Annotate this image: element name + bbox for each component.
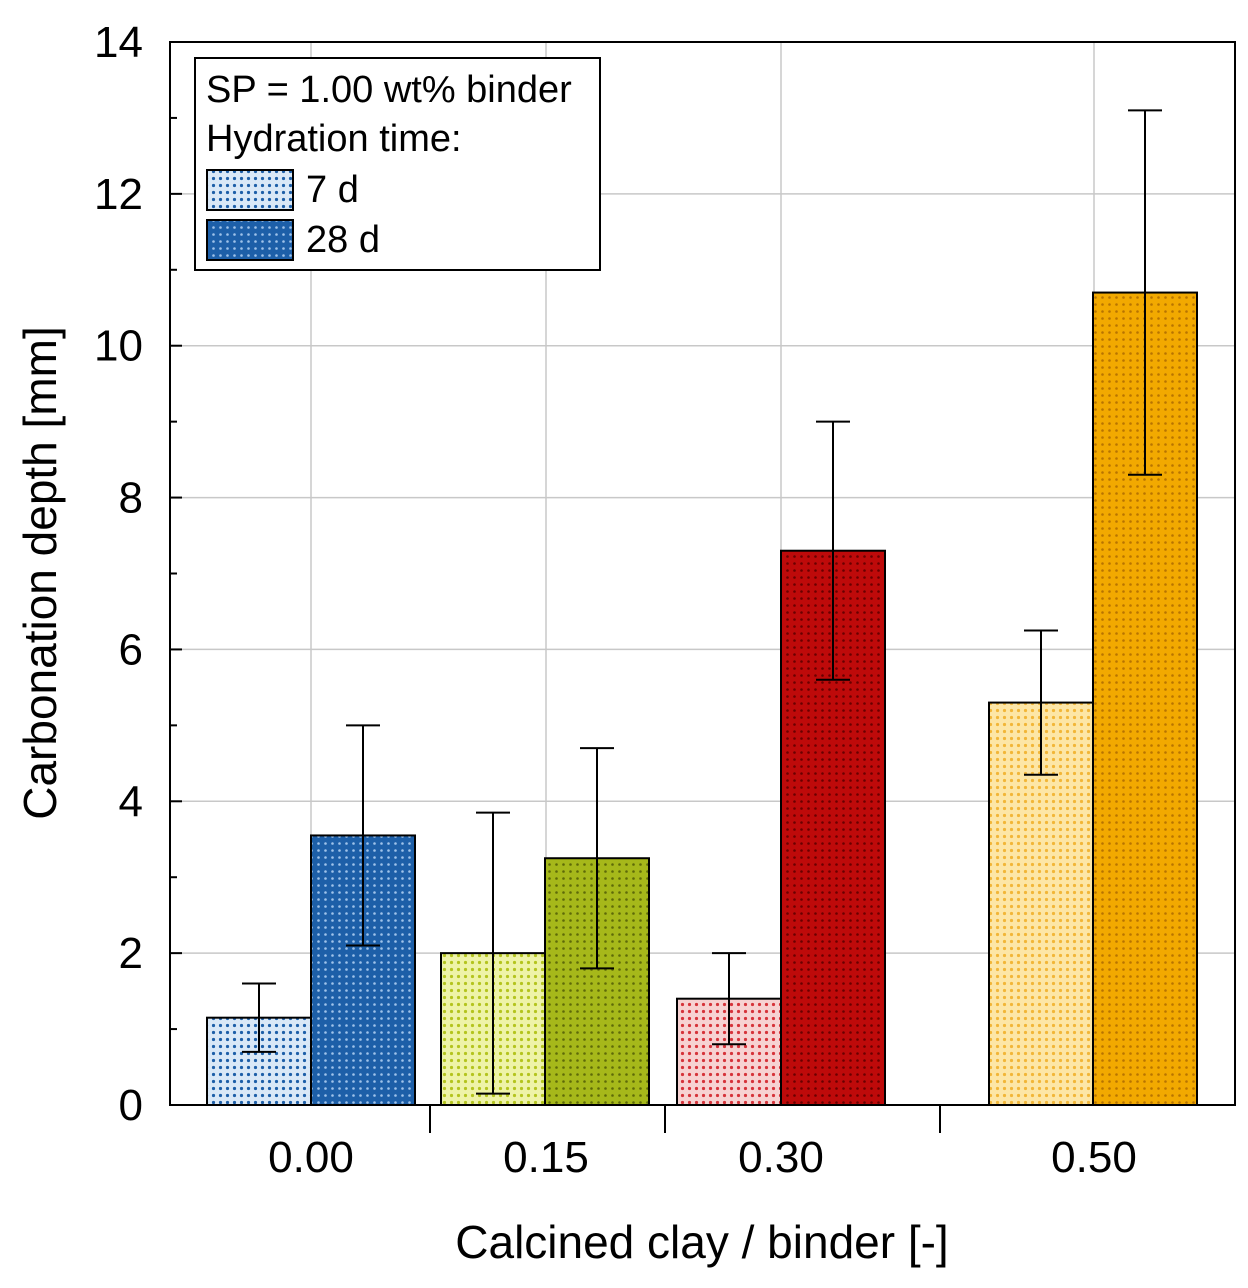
x-tick-label: 0.00 [268, 1133, 354, 1182]
x-tick-label: 0.30 [738, 1133, 824, 1182]
y-tick-label: 0 [119, 1081, 143, 1130]
x-axis-title: Calcined clay / binder [-] [455, 1216, 948, 1268]
error-bar-0.50-28d [1128, 109, 1162, 476]
legend: SP = 1.00 wt% binder Hydration time: 7 d… [194, 57, 601, 271]
legend-sp-note: SP = 1.00 wt% binder [206, 69, 572, 111]
error-bar-0.15-28d [580, 747, 614, 970]
error-bar-0.00-7d [242, 982, 276, 1053]
x-axis-ticks: 0.00 0.15 0.30 0.50 [268, 1105, 1137, 1182]
y-tick-label: 4 [119, 777, 143, 826]
x-tick-label: 0.15 [503, 1133, 589, 1182]
y-tick-label: 14 [94, 18, 143, 67]
legend-label-28d: 28 d [306, 219, 380, 261]
legend-hydration-heading: Hydration time: [206, 118, 462, 160]
legend-label-7d: 7 d [306, 169, 359, 211]
x-tick-label: 0.50 [1051, 1133, 1137, 1182]
error-bar-0.50-7d [1024, 629, 1058, 776]
error-bar-0.00-28d [346, 724, 380, 947]
bars-group [206, 291, 1198, 1107]
y-axis-ticks: 0 2 4 6 8 10 12 14 [94, 18, 182, 1130]
y-tick-label: 2 [119, 929, 143, 978]
y-tick-label: 8 [119, 474, 143, 523]
y-tick-label: 10 [94, 322, 143, 371]
legend-swatch-28d [206, 219, 294, 261]
y-tick-label: 6 [119, 625, 143, 674]
error-bar-0.30-7d [712, 952, 746, 1046]
legend-swatch-7d [206, 169, 294, 211]
error-bars-group [242, 109, 1162, 1095]
y-tick-label: 12 [94, 170, 143, 219]
error-bar-0.30-28d [816, 420, 850, 681]
error-bar-0.15-7d [476, 811, 510, 1095]
y-axis-title: Carbonation depth [mm] [14, 326, 66, 820]
